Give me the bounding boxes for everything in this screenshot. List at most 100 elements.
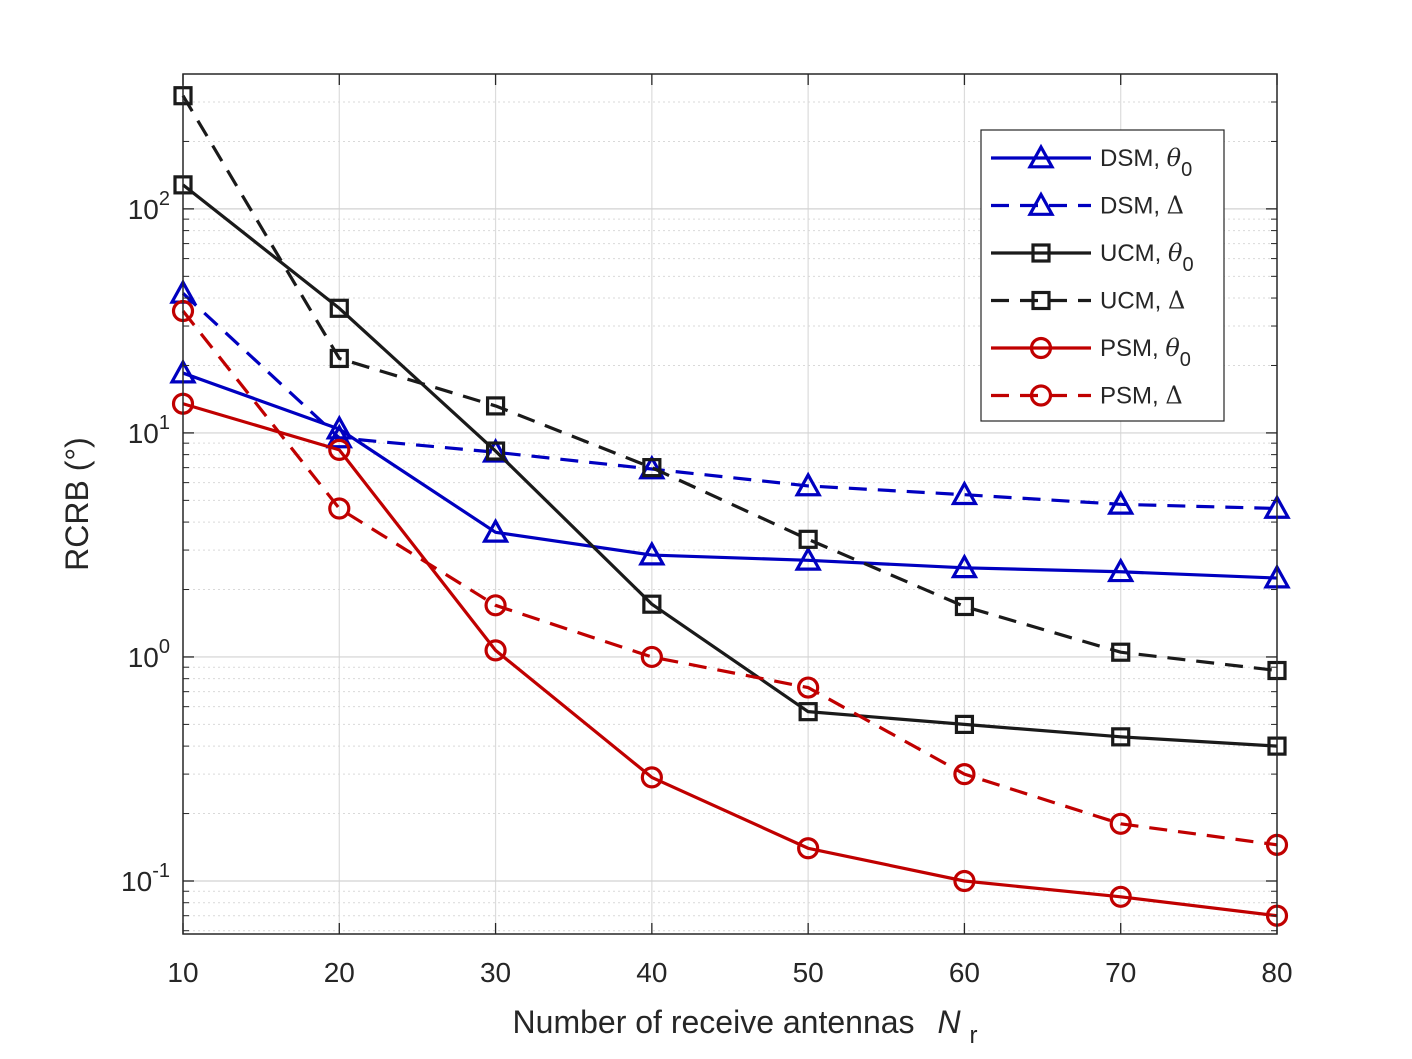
legend-label-name: DSM,: [1100, 193, 1167, 220]
x-tick-label: 30: [480, 957, 511, 988]
legend-label-symbol: Δ: [1168, 287, 1185, 315]
y-tick-exponent: 2: [159, 188, 170, 210]
legend-label-symbol: Δ: [1165, 382, 1182, 410]
series-line: [182, 183, 1278, 748]
x-tick-label: 80: [1261, 957, 1292, 988]
data-point-marker: [640, 766, 663, 789]
legend-marker: [1031, 243, 1051, 263]
y-tick-base: 10: [121, 866, 152, 897]
y-tick-base: 10: [128, 642, 159, 673]
legend-label: UCM, Δ: [1100, 287, 1185, 315]
legend-box: [980, 129, 1225, 422]
x-axis-label-text: Number of receive antennas: [513, 1004, 915, 1040]
legend-marker: [1029, 384, 1053, 407]
data-point-marker: [485, 441, 506, 461]
data-point-marker: [640, 645, 663, 669]
x-tick-label: 10: [167, 957, 198, 988]
data-point-marker: [953, 763, 976, 786]
data-point-marker: [638, 454, 666, 480]
plot-frame: [182, 73, 1278, 935]
series-line: [181, 94, 1278, 673]
series-psm-delta: [171, 299, 1289, 856]
x-axis-label-subscript: r: [969, 1022, 977, 1049]
legend-marker: [1027, 191, 1055, 216]
data-point-marker: [328, 438, 351, 461]
legend-entry: UCM, Δ: [991, 287, 1185, 315]
data-point-marker: [794, 471, 822, 497]
data-point-marker: [953, 869, 976, 893]
legend-label: DSM, Δ: [1100, 192, 1184, 220]
y-tick-label: 100: [128, 636, 170, 673]
series-line: [182, 371, 1278, 580]
legend-marker: [1029, 336, 1053, 360]
y-tick-label: 101: [128, 412, 170, 449]
legend-entry: DSM, θ0: [991, 143, 1192, 181]
data-point-marker: [329, 298, 349, 318]
data-point-marker: [481, 518, 510, 543]
axis-ticks: [182, 73, 1278, 934]
legend-label-subscript: 0: [1180, 349, 1191, 371]
data-point-marker: [484, 639, 507, 662]
data-point-marker: [642, 594, 662, 614]
legend-label-name: PSM,: [1100, 335, 1165, 362]
x-axis-label-symbol: N: [937, 1004, 961, 1040]
y-tick-exponent: -1: [152, 860, 170, 882]
legend-label-name: DSM,: [1100, 145, 1167, 172]
legend-entry: PSM, θ0: [991, 334, 1191, 371]
data-point-marker: [794, 546, 822, 571]
x-axis-label: Number of receive antennas N r: [513, 1004, 978, 1049]
x-tick-label: 70: [1105, 957, 1136, 988]
data-point-marker: [1109, 885, 1132, 908]
data-point-marker: [1106, 557, 1135, 583]
series-line: [182, 402, 1278, 918]
legend-label: PSM, Δ: [1100, 382, 1183, 410]
data-point-marker: [797, 676, 820, 699]
data-point-marker: [950, 480, 979, 506]
y-tick-exponent: 1: [159, 412, 170, 434]
legend-label-subscript: 0: [1182, 254, 1193, 276]
data-point-marker: [481, 437, 510, 463]
legend-label-name: UCM,: [1100, 288, 1168, 315]
legend-marker: [1027, 143, 1055, 169]
x-tick-label: 40: [636, 957, 667, 988]
x-tick-labels: 10 20 30 40 50 60 70 80: [167, 957, 1292, 988]
y-tick-exponent: 0: [159, 636, 170, 658]
x-tick-label: 60: [949, 957, 980, 988]
data-point-marker: [325, 423, 354, 449]
data-point-marker: [638, 540, 666, 566]
x-tick-label: 20: [324, 957, 355, 988]
data-point-marker: [1109, 812, 1132, 835]
data-point-marker: [1111, 642, 1131, 662]
data-point-marker: [798, 529, 818, 549]
data-series: [169, 86, 1291, 927]
y-axis-label: RCRB (°): [59, 437, 95, 571]
legend-label-symbol: Δ: [1167, 192, 1184, 220]
data-point-marker: [1106, 490, 1135, 515]
data-point-marker: [484, 594, 507, 617]
legend-label-symbol: θ: [1168, 239, 1183, 267]
x-tick-label: 50: [793, 957, 824, 988]
y-tick-label: 10-1: [121, 860, 170, 897]
y-tick-base: 10: [128, 194, 159, 225]
data-point-marker: [954, 596, 975, 617]
legend-label-symbol: θ: [1167, 144, 1182, 172]
legend-label-name: UCM,: [1100, 240, 1168, 267]
legend-label: PSM, θ0: [1100, 334, 1191, 371]
data-point-marker: [954, 714, 975, 735]
legend-label: UCM, θ0: [1100, 239, 1194, 276]
data-point-marker: [328, 497, 351, 520]
legend-label: DSM, θ0: [1100, 144, 1192, 181]
series-line: [181, 310, 1278, 847]
legend-entry: UCM, θ0: [991, 239, 1194, 276]
data-point-marker: [797, 837, 820, 860]
legend-label-subscript: 0: [1181, 159, 1192, 181]
series-line: [181, 292, 1278, 511]
legend-entry: DSM, Δ: [991, 191, 1184, 220]
y-tick-base: 10: [128, 418, 159, 449]
data-point-marker: [798, 702, 818, 722]
data-point-marker: [642, 458, 662, 478]
data-point-marker: [329, 348, 349, 369]
data-point-marker: [1111, 727, 1131, 747]
